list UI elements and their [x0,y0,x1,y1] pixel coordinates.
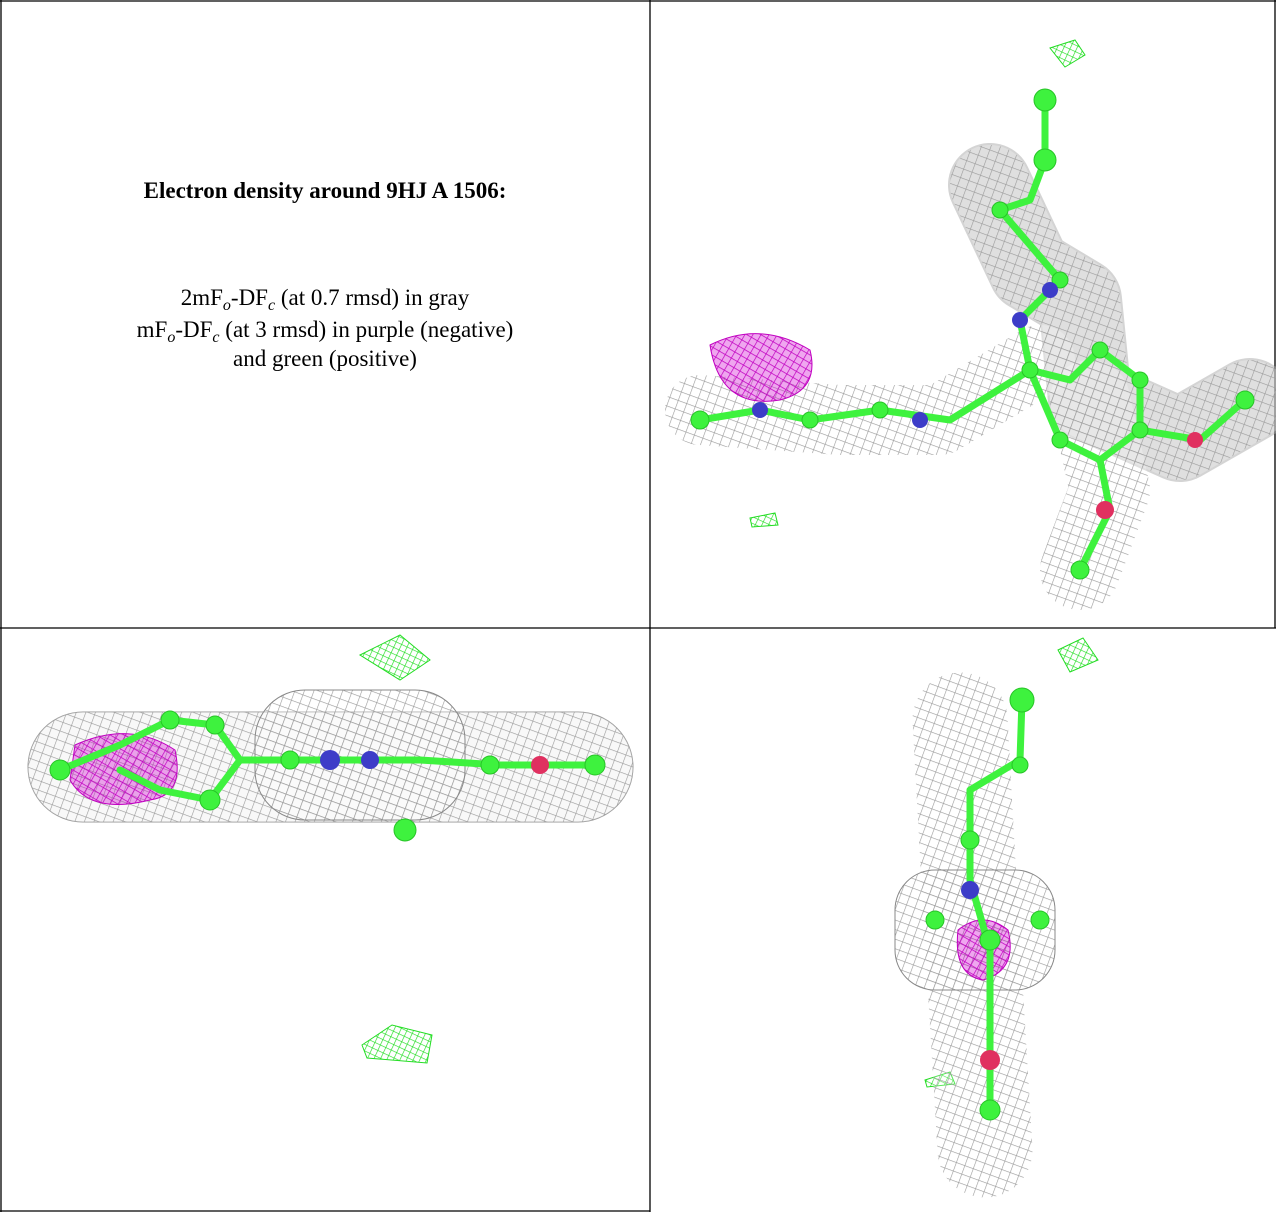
text: -DF [175,317,212,342]
text: and green (positive) [233,346,417,371]
density-view-end [894,637,1099,1198]
text: (at 0.7 rmsd) in gray [275,285,470,310]
subscript: o [167,329,175,346]
subscript: c [212,329,219,346]
subscript: o [223,297,231,314]
text: mF [137,317,168,342]
text: -DF [231,285,268,310]
density-view-side [27,634,634,1064]
caption-title: Electron density around 9HJ A 1506: [144,178,507,203]
density-view-top [665,39,1276,610]
text: (at 3 rmsd) in purple (negative) [220,317,514,342]
caption-line: 2mFo-DFc (at 0.7 rmsd) in gray [181,285,470,314]
caption-line: and green (positive) [233,346,417,371]
subscript: c [268,297,275,314]
caption-line: mFo-DFc (at 3 rmsd) in purple (negative) [137,317,514,346]
text: 2mF [181,285,223,310]
